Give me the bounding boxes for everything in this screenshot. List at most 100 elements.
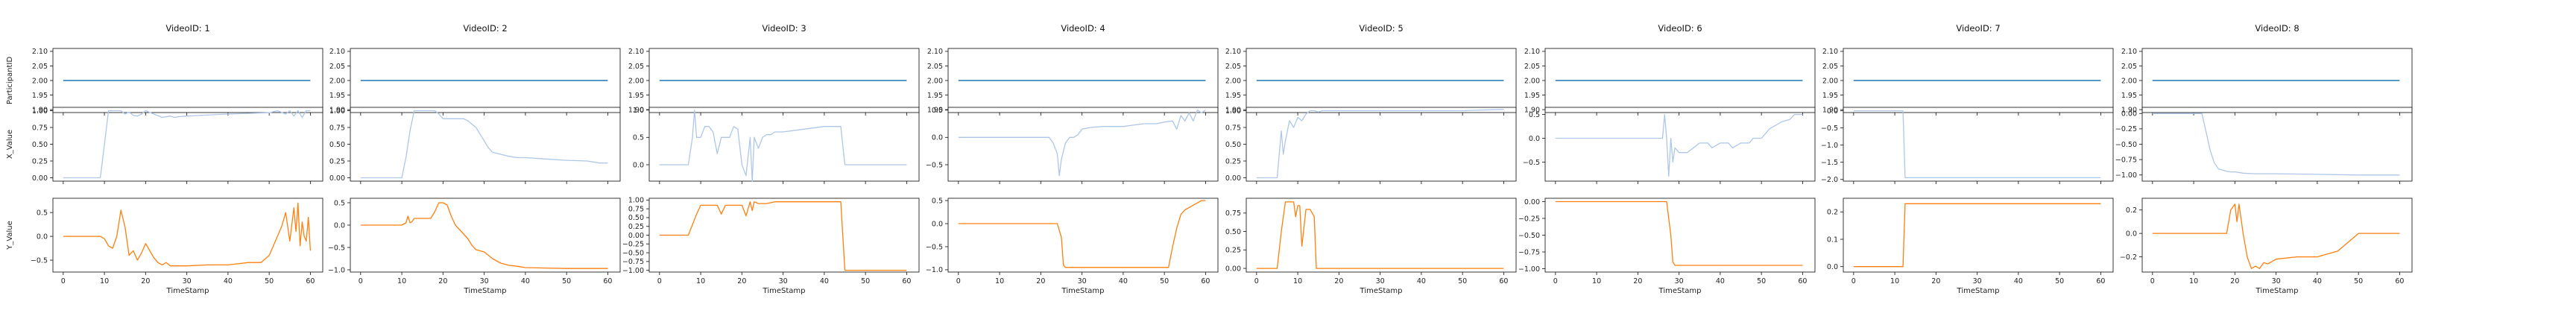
x-tick-label: 50: [562, 277, 571, 285]
axes-frame: [947, 107, 1219, 182]
y-tick-label: 0.0: [2126, 230, 2137, 238]
axes-frame: [1246, 107, 1517, 182]
y-axis-label: ParticipantID: [6, 57, 14, 104]
y-tick-label: 0.0: [1827, 107, 1838, 116]
x-tick-label: 30: [480, 277, 489, 285]
y-tick-label: 0.00: [1524, 198, 1540, 206]
y-tick-label: 0.5: [37, 209, 48, 217]
x-tick-label: 60: [306, 277, 315, 285]
y-tick-label: 2.00: [1225, 77, 1241, 85]
panel-title: VideoID: 7: [1956, 23, 2000, 34]
x-tick-label: 30: [2272, 277, 2281, 285]
y-tick-label: 0.50: [32, 141, 48, 149]
panel-title: VideoID: 2: [463, 23, 507, 34]
panel-title: VideoID: 1: [165, 23, 209, 34]
y-tick-label: 1.95: [32, 92, 48, 100]
y-tick-label: −1.00: [622, 267, 644, 275]
y-value-line: [659, 201, 907, 271]
y-tick-label: 1.90: [2121, 106, 2137, 114]
axes-frame: [648, 198, 920, 273]
y-tick-label: 2.10: [329, 48, 345, 56]
y-tick-label: 1.95: [1822, 92, 1838, 100]
x-tick-label: 20: [1931, 277, 1940, 285]
x-tick-label: 20: [2230, 277, 2239, 285]
y-tick-label: 0.5: [932, 197, 943, 205]
y-tick-label: −0.5: [926, 161, 943, 169]
y-tick-label: 0.25: [1225, 157, 1241, 165]
y-tick-label: 0.0: [37, 233, 48, 241]
y-tick-label: 1.95: [329, 92, 345, 100]
y-tick-label: 0.5: [1529, 111, 1540, 119]
y-tick-label: 0.00: [329, 174, 345, 183]
x-value-axes: −1.00 −0.75 −0.50 −0.25 0.00: [2115, 107, 2413, 184]
panel-title: VideoID: 4: [1061, 23, 1105, 34]
y-tick-label: −0.25: [1518, 215, 1540, 223]
x-tick-label: 10: [100, 277, 109, 285]
panel-video-5: VideoID: 51.901.952.002.052.100.000.250.…: [1225, 23, 1517, 295]
axes-frame: [350, 198, 621, 273]
y-tick-label: −0.5: [1821, 124, 1838, 133]
panel-video-8: VideoID: 8 1.90 1.95 2.00 2.05 2.10 −1.00 −0.75…: [2115, 23, 2413, 295]
y-tick-label: 2.05: [32, 63, 48, 71]
x-axis-label: TimeStamp: [166, 287, 209, 295]
y-tick-label: 0.75: [1225, 124, 1241, 132]
y-tick-label: −1.5: [1821, 159, 1838, 167]
y-tick-label: 0.25: [628, 223, 644, 231]
x-tick-label: 0: [1254, 277, 1259, 285]
y-tick-label: 0.50: [329, 141, 345, 149]
x-tick-label: 50: [1160, 277, 1169, 285]
axes-frame: [52, 107, 323, 182]
participantid-axes: 1.90 1.95 2.00 2.05 2.10: [2121, 48, 2413, 116]
y-tick-label: −0.25: [2115, 125, 2137, 133]
y-tick-label: 1.90: [927, 106, 943, 114]
y-tick-label: 1.0: [633, 107, 644, 115]
x-tick-label: 10: [1293, 277, 1302, 285]
x-tick-label: 0: [1553, 277, 1558, 285]
x-value-line: [2152, 113, 2400, 176]
y-value-axes: 0.00 0.25 0.50 0.75 0 10 20 30 40 50 60 TimeStamp: [1225, 198, 1517, 295]
y-tick-label: 2.05: [1225, 63, 1241, 71]
y-value-line: [2152, 203, 2400, 269]
x-axis-label: TimeStamp: [464, 287, 507, 295]
x-value-axes: 0.0 0.5 1.0: [633, 107, 920, 184]
x-tick-label: 50: [861, 277, 870, 285]
y-tick-label: 2.10: [927, 48, 943, 56]
x-tick-label: 20: [1633, 277, 1642, 285]
y-tick-label: 1.00: [329, 107, 345, 116]
y-tick-label: −1.0: [926, 266, 943, 274]
panel-video-1: VideoID: 1 1.90 1.95 2.00 2.05 2.10 Participan…: [6, 23, 323, 295]
x-tick-label: 10: [397, 277, 406, 285]
y-tick-label: 0.75: [329, 124, 345, 132]
axes-frame: [52, 198, 323, 273]
y-tick-label: 1.90: [1524, 106, 1540, 114]
x-tick-label: 30: [1078, 277, 1087, 285]
y-value-axes: −0.5 0.0 0.5 0 10 20 30 40 50 60 Y_Value TimeStamp: [6, 198, 323, 295]
y-value-line: [958, 200, 1206, 268]
y-tick-label: 1.00: [628, 197, 644, 205]
participantid-axes: 1.90 1.95 2.00 2.05 2.10: [628, 48, 920, 116]
y-value-axes: 0.0 0.1 0.2 0 10 20 30 40 50 60 TimeStamp: [1827, 198, 2114, 295]
y-tick-label: 2.00: [32, 77, 48, 85]
x-tick-label: 20: [1334, 277, 1343, 285]
x-tick-label: 50: [1757, 277, 1766, 285]
y-tick-label: 0.0: [334, 221, 345, 230]
y-tick-label: 0.00: [628, 232, 644, 240]
participantid-axes: 1.90 1.95 2.00 2.05 2.10: [329, 48, 621, 116]
y-tick-label: 0.1: [1827, 236, 1838, 244]
x-tick-label: 10: [1890, 277, 1899, 285]
y-value-line: [63, 202, 312, 267]
panel-video-6: VideoID: 6 1.90 1.95 2.00 2.05 2.10 −0.5 0.0 0.5…: [1518, 23, 1816, 295]
x-tick-label: 0: [2150, 277, 2155, 285]
x-tick-label: 60: [1798, 277, 1807, 285]
y-tick-label: 1.90: [32, 106, 48, 114]
y-tick-label: 2.05: [329, 63, 345, 71]
axes-frame: [947, 198, 1219, 273]
y-tick-label: 0.0: [1529, 135, 1540, 143]
x-axis-label: TimeStamp: [1360, 287, 1403, 295]
y-tick-label: −0.25: [622, 241, 644, 249]
x-value-line: [1853, 110, 2101, 179]
y-tick-label: 0.50: [1225, 228, 1241, 236]
x-axis-label: TimeStamp: [1957, 287, 2000, 295]
y-tick-label: 0.00: [2121, 110, 2137, 119]
